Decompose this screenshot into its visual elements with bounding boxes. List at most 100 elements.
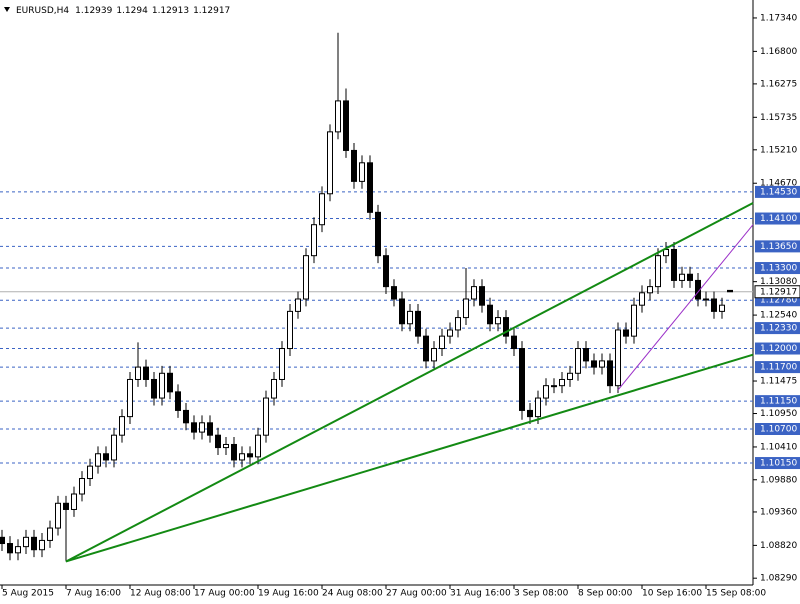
level-label: 1.11150 — [760, 397, 797, 407]
candle-body — [527, 409, 533, 418]
candle-body — [103, 453, 109, 461]
y-tick-label: 1.10410 — [760, 442, 797, 452]
chart-title: EURUSD,H4 1.12939 1.1294 1.12913 1.12917 — [16, 6, 230, 16]
x-tick-label: 10 Sep 16:00 — [642, 589, 702, 599]
x-tick-label: 15 Sep 08:00 — [706, 589, 766, 599]
candle-body — [655, 255, 661, 288]
candle-body — [191, 422, 197, 433]
candle-body — [551, 385, 557, 388]
candle-body — [431, 348, 437, 362]
candle-body — [719, 304, 725, 312]
candle-body — [199, 422, 205, 433]
y-tick-label: 1.15735 — [760, 113, 797, 123]
candle-body — [31, 536, 37, 551]
candle-body — [439, 335, 445, 350]
candle-body — [255, 434, 261, 458]
candle-body — [519, 348, 525, 411]
trendline — [65, 202, 754, 563]
level-label-box — [755, 395, 800, 408]
x-tick-label: 3 Sep 08:00 — [514, 589, 569, 599]
y-tick-label: 1.14670 — [760, 179, 797, 189]
candle-body — [143, 366, 149, 380]
candle-body — [207, 422, 213, 436]
candle-body — [71, 493, 77, 510]
candle-body — [175, 391, 181, 411]
candle-body — [295, 298, 301, 312]
candle-body — [375, 211, 381, 257]
candle-body — [711, 298, 717, 312]
candle-body — [615, 329, 621, 387]
level-label-box — [755, 361, 800, 374]
level-label: 1.14530 — [760, 187, 797, 197]
candle-body — [0, 536, 5, 545]
ohlc-open: 1.12939 — [75, 6, 112, 16]
y-tick-label: 1.09360 — [760, 507, 797, 517]
candle-body — [79, 478, 85, 495]
candle-body — [119, 416, 125, 436]
candle-body — [15, 546, 21, 554]
candle-body — [231, 443, 237, 461]
level-label-box — [755, 212, 800, 225]
x-tick-label: 8 Sep 00:00 — [578, 589, 633, 599]
candle-body — [287, 310, 293, 350]
y-tick-label: 1.16275 — [760, 79, 797, 89]
candle-body — [535, 397, 541, 418]
candle-body — [263, 397, 269, 436]
candle-body — [87, 465, 93, 480]
y-tick-label: 1.15210 — [760, 145, 797, 155]
x-tick-label: 19 Aug 16:00 — [258, 589, 319, 599]
candle-body — [359, 162, 365, 182]
candle-body — [367, 162, 373, 213]
level-label: 1.12780 — [760, 296, 797, 306]
candle-body — [151, 378, 157, 399]
candle-body — [39, 539, 45, 551]
candle-body — [127, 378, 133, 418]
y-tick-label: 1.16800 — [760, 47, 797, 57]
y-tick-label: 1.10950 — [760, 409, 797, 419]
level-label-box — [755, 457, 800, 470]
candle-body — [111, 434, 117, 461]
candle-body — [391, 286, 397, 300]
y-tick-label: 1.08290 — [760, 574, 797, 584]
level-label-box — [755, 240, 800, 253]
level-label: 1.12000 — [760, 344, 797, 354]
candle-body — [607, 360, 613, 387]
candle-body — [647, 286, 653, 294]
candle-body — [239, 453, 245, 461]
candle-body — [215, 434, 221, 449]
trendline — [617, 224, 754, 391]
candle-body — [639, 292, 645, 306]
candle-body — [55, 502, 61, 529]
y-tick-label: 1.11475 — [760, 377, 797, 387]
x-tick-label: 7 Aug 16:00 — [66, 589, 121, 599]
trendline — [65, 353, 754, 563]
x-tick-label: 24 Aug 08:00 — [322, 589, 383, 599]
y-tick-label: 1.09880 — [760, 475, 797, 485]
level-label: 1.13300 — [760, 264, 797, 274]
candle-body — [23, 536, 29, 548]
x-tick-label: 17 Aug 00:00 — [194, 589, 255, 599]
y-tick-label: 1.12540 — [760, 311, 797, 321]
candle-body — [335, 100, 341, 133]
candle-body — [351, 149, 357, 182]
candle-body — [183, 409, 189, 424]
candle-body — [159, 372, 165, 399]
candle-body — [47, 527, 53, 541]
level-label: 1.10700 — [760, 425, 797, 435]
ohlc-low: 1.12913 — [152, 6, 189, 16]
candle-body — [423, 335, 429, 362]
candle-body — [455, 317, 461, 331]
candle-body — [303, 255, 309, 300]
candle-body — [415, 310, 421, 337]
level-label-box — [755, 423, 800, 435]
candle-body — [95, 453, 101, 467]
menu-arrow[interactable] — [4, 7, 10, 12]
candle-body — [543, 385, 549, 399]
candle-body — [343, 100, 349, 151]
candle-body — [319, 193, 325, 226]
level-label-box — [755, 262, 800, 275]
candle-body — [311, 224, 317, 257]
candle-body — [495, 317, 501, 325]
candle-body — [407, 310, 413, 325]
y-tick-label: 1.13080 — [760, 277, 797, 287]
